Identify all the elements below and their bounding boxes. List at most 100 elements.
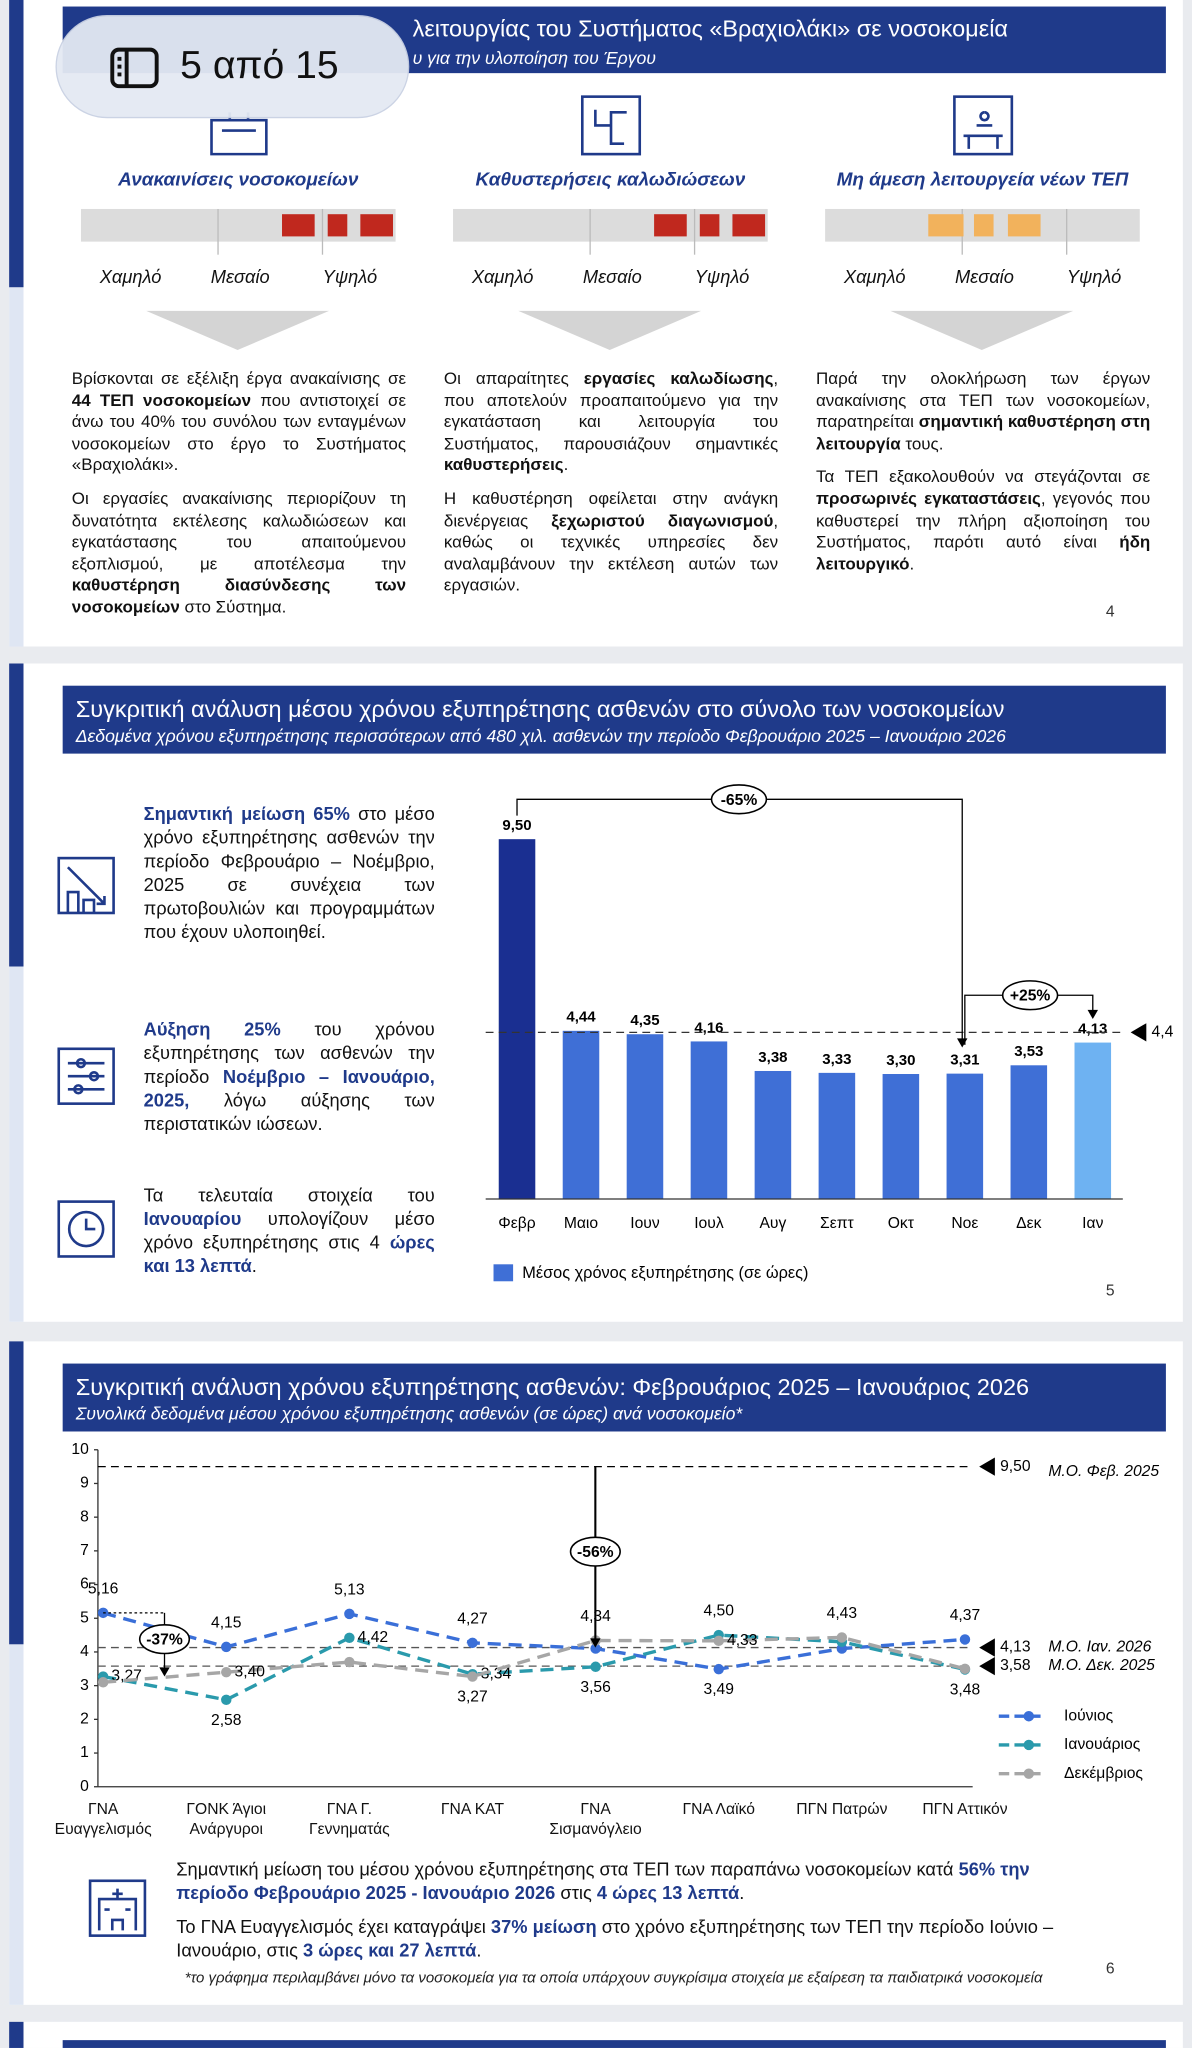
x-tick-label: Ιαν (1082, 1215, 1103, 1232)
point (467, 1671, 478, 1682)
text-run: στο μέσο χρόνο εξυπηρέτησης ασθενών την … (143, 803, 435, 942)
text-run: του χρόνου εξυπηρέτησης των ασθενών την … (143, 1018, 435, 1087)
bar (626, 1034, 664, 1199)
text-run: . (563, 455, 569, 475)
reference-label: Μ.Ο. Ιαν. 2026 (1048, 1639, 1151, 1656)
paragraph: Οι εργασίες ανακαίνισης περιορίζουν τη δ… (72, 488, 406, 618)
x-tick-label: Αυγ (759, 1215, 786, 1232)
scale-level (732, 214, 766, 237)
text-run: στο χρόνο εξυπηρέτησης των ΤΕΠ την περίο… (176, 1916, 1054, 1961)
value-label: 4,37 (950, 1607, 980, 1624)
bar (754, 1070, 792, 1199)
y-tick-label: 6 (80, 1576, 89, 1593)
x-tick-label: ΓΝΑ Γ. Γεννηματάς (309, 1799, 390, 1838)
x-tick-label: ΠΓΝ Αττικόν (922, 1799, 1008, 1819)
chevron (146, 310, 330, 351)
text-run: ήδη λειτουργικό (816, 531, 1151, 574)
y-tick-label: 0 (80, 1778, 89, 1795)
text-run: Τα ΤΕΠ εξακολουθούν να στεγάζονται σε (816, 466, 1151, 487)
value-label: 4,16 (694, 1019, 723, 1036)
scale-level (282, 214, 315, 237)
page-number: 4 (1105, 602, 1115, 621)
scale-level (973, 214, 994, 237)
annotation: -37% (146, 1632, 183, 1649)
y-tick-label: 10 (71, 1441, 89, 1458)
page-number: 5 (1105, 1281, 1115, 1300)
legend-dot (1023, 1710, 1035, 1722)
x-tick-label: Σεπτ (820, 1215, 854, 1232)
badge-label[interactable]: 5 από 15 (180, 44, 339, 87)
value-label: 3,27 (457, 1689, 487, 1706)
y-tick-label: 2 (80, 1710, 89, 1727)
viewer-badge[interactable] (55, 15, 410, 119)
text-run: Αύξηση 25% (143, 1018, 281, 1040)
scale-level (1007, 214, 1041, 237)
point (590, 1643, 601, 1654)
x-tick-label: Ιουλ (694, 1215, 724, 1232)
value-label: 4,43 (827, 1605, 858, 1622)
text-run: στο Σύστημα. (179, 596, 287, 617)
scale-label: Υψηλό (1067, 266, 1122, 287)
arrow-head (159, 1667, 170, 1677)
point (959, 1663, 971, 1675)
scale-level (360, 214, 393, 237)
y-tick-label: 7 (80, 1542, 89, 1559)
scale-level (654, 214, 687, 237)
text-run: ώρες και 13 λεπτά (143, 1231, 435, 1277)
text-run: προσωρινές εγκαταστάσεις (816, 488, 1041, 509)
annotation: -65% (721, 792, 758, 809)
value-label: 4,35 (630, 1012, 659, 1029)
value-label: 3,33 (822, 1051, 851, 1068)
slide-subtitle: υ για την υλοποίηση του Έργου (412, 48, 657, 68)
reference-marker (1130, 1023, 1147, 1042)
reference-marker (979, 1457, 995, 1476)
x-tick-label: ΓΝΑ ΚΑΤ (440, 1799, 505, 1819)
value-label: 2,58 (211, 1712, 242, 1729)
series-line (102, 1633, 966, 1702)
value-label: 4,15 (211, 1615, 242, 1632)
slide-subtitle: Δεδομένα χρόνου εξυπηρέτησης περισσότερω… (75, 726, 1006, 746)
value-label: 4,42 (358, 1629, 388, 1646)
paragraph: Τα ΤΕΠ εξακολουθούν να στεγάζονται σε πρ… (816, 467, 1150, 575)
x-tick-label: Ιουν (630, 1215, 660, 1232)
point (590, 1661, 601, 1673)
point (467, 1637, 478, 1649)
scale-bar (453, 208, 768, 242)
slide-edge (9, 663, 24, 967)
text-run: Βρίσκονται σε εξέλιξη έργα ανακαίνισης σ… (71, 368, 407, 388)
text-run: . (739, 1882, 745, 1903)
x-tick-label: ΓΝΑ Σισμανόγλειο (549, 1799, 642, 1838)
column-heading: Μη άμεση λειτουργεία νέων ΤΕΠ (836, 169, 1129, 191)
slide-edge (9, 2021, 24, 2048)
note: Σημαντική μείωση του μέσου χρόνου εξυπηρ… (176, 1857, 1074, 1904)
note: Αύξηση 25% του χρόνου εξυπηρέτησης των α… (144, 1017, 435, 1135)
point (221, 1666, 232, 1678)
text-run: 56% την περίοδο Φεβρουάριο 2025 - Ιανουά… (176, 1858, 1030, 1903)
y-tick-label: 4 (80, 1643, 89, 1660)
x-tick-label: Μαιο (564, 1215, 599, 1232)
slide-edge (9, 0, 24, 288)
bar (818, 1072, 856, 1199)
text-run: Οι εργασίες ανακαίνισης περιορίζουν τη δ… (71, 488, 407, 574)
column-heading: Καθυστερήσεις καλωδιώσεων (475, 169, 746, 191)
scale-label: Χαμηλό (471, 266, 534, 287)
bar (882, 1074, 920, 1199)
title-bar (62, 2040, 1166, 2048)
bar (690, 1041, 728, 1199)
chevron (890, 310, 1074, 351)
legend-swatch (493, 1264, 514, 1282)
reference-value: 4,13 (1000, 1639, 1031, 1656)
slide-card (9, 663, 1183, 1322)
y-tick-label: 1 (80, 1744, 89, 1761)
point (713, 1635, 724, 1647)
text-run: , καθώς οι τεχνικές υπηρεσίες δεν αναλαμ… (443, 510, 779, 595)
value-label: 3,31 (950, 1052, 979, 1069)
value-label: 4,50 (703, 1603, 734, 1620)
scale-bar (80, 208, 396, 242)
legend-label: Ιούνιος (1064, 1707, 1114, 1724)
legend-label: Ιανουάριος (1064, 1736, 1141, 1753)
scale-label: Υψηλό (695, 266, 750, 287)
legend-label: Δεκέμβριος (1064, 1765, 1143, 1782)
text-column: Βρίσκονται σε εξέλιξη έργα ανακαίνισης σ… (72, 368, 406, 630)
